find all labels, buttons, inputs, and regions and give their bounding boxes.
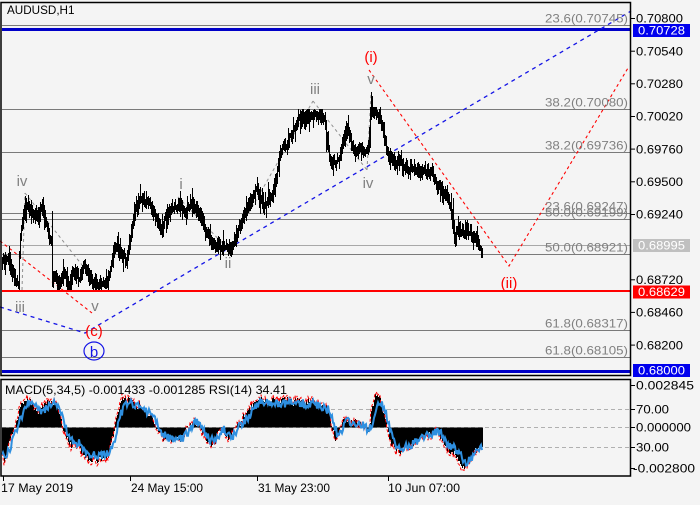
svg-text:b: b bbox=[90, 344, 98, 361]
svg-text:iii: iii bbox=[15, 299, 25, 316]
svg-text:(c): (c) bbox=[85, 323, 103, 340]
svg-text:i: i bbox=[179, 176, 182, 193]
svg-text:(ii): (ii) bbox=[501, 275, 518, 292]
svg-text:70.00: 70.00 bbox=[636, 403, 669, 417]
svg-text:AUDUSD,H1: AUDUSD,H1 bbox=[7, 3, 75, 17]
svg-text:17 May 2019: 17 May 2019 bbox=[1, 481, 73, 495]
svg-text:10 Jun 07:00: 10 Jun 07:00 bbox=[388, 481, 460, 495]
svg-text:(i): (i) bbox=[364, 49, 377, 66]
svg-text:ii: ii bbox=[225, 255, 232, 272]
svg-text:31 May 23:00: 31 May 23:00 bbox=[258, 481, 330, 495]
svg-text:0.70800: 0.70800 bbox=[636, 12, 683, 26]
svg-text:-0.002800: -0.002800 bbox=[633, 462, 695, 476]
svg-text:0.69500: 0.69500 bbox=[636, 175, 683, 189]
svg-text:v: v bbox=[91, 298, 99, 315]
svg-text:0.68720: 0.68720 bbox=[636, 273, 683, 287]
svg-text:0.000000: 0.000000 bbox=[636, 421, 691, 435]
svg-text:iv: iv bbox=[363, 175, 374, 192]
svg-text:0.68995: 0.68995 bbox=[638, 239, 685, 253]
svg-text:0.70020: 0.70020 bbox=[636, 110, 683, 124]
svg-text:24 May 15:00: 24 May 15:00 bbox=[131, 481, 203, 495]
svg-text:23.6(0.69247): 23.6(0.69247) bbox=[545, 200, 628, 214]
svg-text:61.8(0.68105): 61.8(0.68105) bbox=[545, 344, 628, 358]
svg-text:30.00: 30.00 bbox=[636, 441, 669, 455]
svg-text:iv: iv bbox=[17, 173, 28, 190]
svg-text:0.70280: 0.70280 bbox=[636, 77, 683, 91]
svg-text:23.6(0.70745): 23.6(0.70745) bbox=[545, 12, 628, 26]
svg-text:38.2(0.70080): 38.2(0.70080) bbox=[545, 96, 628, 110]
svg-text:0.68460: 0.68460 bbox=[636, 306, 683, 320]
svg-text:0.68200: 0.68200 bbox=[636, 338, 683, 352]
svg-text:0.68000: 0.68000 bbox=[638, 364, 685, 378]
svg-text:0.002845: 0.002845 bbox=[636, 379, 694, 393]
svg-text:0.70728: 0.70728 bbox=[638, 24, 685, 38]
svg-text:0.70540: 0.70540 bbox=[636, 44, 683, 58]
svg-text:61.8(0.68317): 61.8(0.68317) bbox=[545, 317, 628, 331]
svg-text:38.2(0.69736): 38.2(0.69736) bbox=[545, 139, 628, 153]
svg-text:50.0(0.69199): 50.0(0.69199) bbox=[545, 206, 628, 220]
svg-text:0.68629: 0.68629 bbox=[638, 285, 685, 299]
svg-text:v: v bbox=[367, 71, 375, 88]
svg-text:0.69760: 0.69760 bbox=[636, 142, 683, 156]
svg-text:MACD(5,34,5) -0.001433 -0.0012: MACD(5,34,5) -0.001433 -0.001285 RSI(14)… bbox=[5, 383, 287, 397]
svg-text:0.69240: 0.69240 bbox=[636, 208, 683, 222]
svg-text:50.0(0.68921): 50.0(0.68921) bbox=[545, 241, 628, 255]
svg-text:iii: iii bbox=[310, 81, 320, 98]
